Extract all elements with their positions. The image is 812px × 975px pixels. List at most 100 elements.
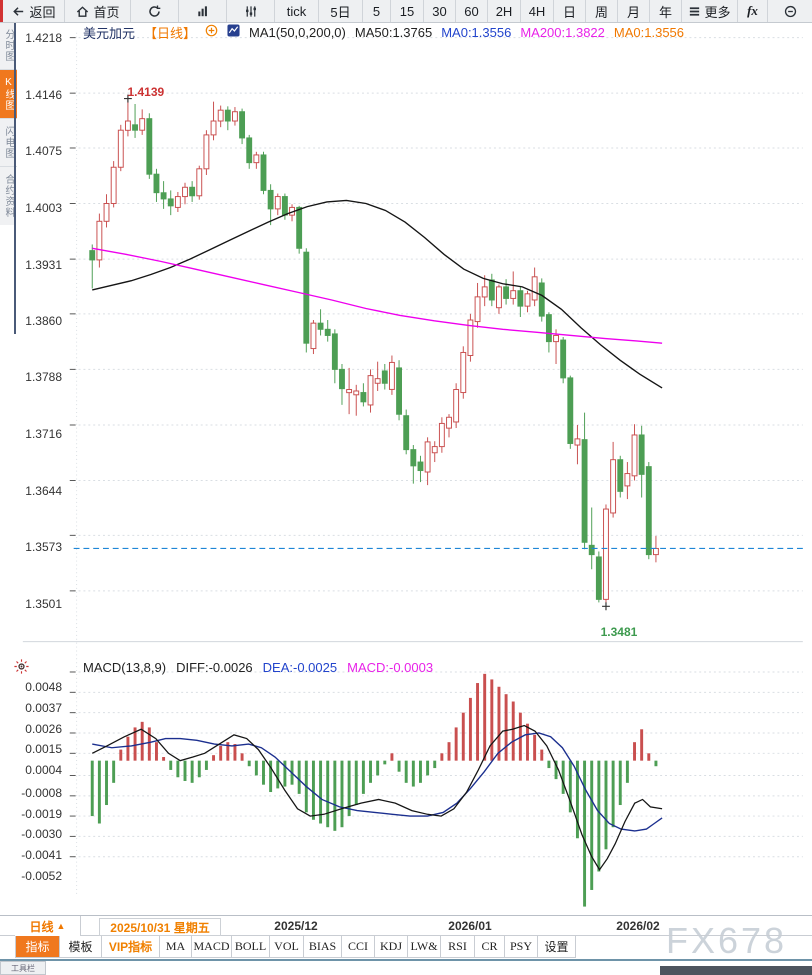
refresh-button[interactable] (131, 0, 179, 22)
back-icon (11, 4, 26, 19)
back-button[interactable]: 返回 (3, 0, 65, 22)
add-indicator-icon[interactable] (205, 24, 218, 40)
indicator-ma[interactable]: MA (160, 936, 192, 958)
macd-axis-label: -0.0008 (21, 785, 62, 800)
price-axis-label: 1.3931 (25, 257, 62, 272)
tab-indicators[interactable]: 指标 (15, 936, 60, 958)
period-5m-button[interactable]: 5 (363, 0, 391, 22)
indicator-settings-button[interactable] (227, 0, 275, 22)
home-button[interactable]: 首页 (65, 0, 131, 22)
bottom-divider (0, 959, 812, 961)
macd-axis-label: -0.0041 (21, 848, 62, 863)
chart-type-button[interactable] (179, 0, 227, 22)
indicator-vol[interactable]: VOL (270, 936, 304, 958)
tab-templates[interactable]: 模板 (60, 936, 102, 958)
low-annotation: 1.3481 (600, 624, 638, 639)
period-tag: 【日线】 (144, 25, 197, 41)
period-60m-button[interactable]: 60 (456, 0, 488, 22)
tab-vip-indicators[interactable]: VIP指标 (102, 936, 160, 958)
period-month-button[interactable]: 月 (618, 0, 650, 22)
macd-histogram (90, 673, 658, 907)
tick-label: tick (286, 3, 307, 19)
sidebar-item-contract-info[interactable]: 合约资料 (3, 174, 14, 218)
macd-value: MACD:-0.0003 (347, 660, 434, 675)
price-axis-label: 1.4075 (25, 143, 62, 158)
macd-header: MACD(13,8,9) DIFF:-0.0026 DEA:-0.0025 MA… (83, 660, 433, 675)
period-day-button[interactable]: 日 (554, 0, 586, 22)
dropdown-up-icon: ▲ (56, 921, 66, 931)
indicator-boll[interactable]: BOLL (232, 936, 270, 958)
more-label: 更多 (704, 4, 731, 20)
price-gridlines (69, 37, 803, 592)
period-tick-button[interactable]: tick (275, 0, 319, 22)
ma0-value-blue: MA0:1.3556 (441, 24, 512, 40)
price-axis-label: 1.3644 (25, 484, 62, 499)
macd-axis-label: -0.0052 (21, 869, 62, 884)
period-5d-button[interactable]: 5日 (319, 0, 363, 22)
macd-axis-label: -0.0030 (21, 827, 62, 842)
refresh-icon (147, 4, 162, 19)
macd-axis-label: 0.0004 (25, 763, 62, 778)
ma0-value-orange: MA0:1.3556 (613, 24, 685, 40)
price-axis-label: 1.3860 (25, 313, 62, 328)
indicator-bias[interactable]: BIAS (304, 936, 342, 958)
indicator-kdj[interactable]: KDJ (375, 936, 408, 958)
macd-axis-label: -0.0019 (21, 806, 62, 821)
fx-button[interactable]: fx (738, 0, 768, 22)
time-axis-row: 日线 ▲ 2025/10/31 星期五 2025/12 2026/01 2026… (0, 915, 812, 936)
price-axis-label: 1.3501 (25, 596, 62, 611)
candlestick-series[interactable] (89, 98, 659, 607)
sidebar-item-time-chart[interactable]: 分时图 (0, 22, 17, 70)
period-30m-button[interactable]: 30 (424, 0, 456, 22)
ma200-line (92, 247, 663, 344)
sidebar-divider (14, 22, 16, 334)
settings-button[interactable]: 设置 (538, 936, 576, 958)
period-dropdown-label: 日线 (29, 919, 54, 934)
ma200-value: MA200:1.3822 (520, 24, 605, 40)
macd-axis-label: 0.0015 (25, 742, 62, 757)
zoom-out-button[interactable] (768, 0, 812, 22)
indicator-psy[interactable]: PSY (505, 936, 538, 958)
ma-settings-label: MA1(50,0,200,0) (249, 24, 346, 40)
price-chart-header: 美元加元 【日线】 MA1(50,0,200,0) MA50:1.3765 MA… (83, 24, 685, 41)
macd-gridlines (69, 671, 803, 858)
current-date-box[interactable]: 2025/10/31 星期五 (99, 918, 221, 936)
fx678-watermark: FX678 (666, 920, 788, 961)
indicator-lw[interactable]: LW& (408, 936, 441, 958)
period-dropdown[interactable]: 日线 ▲ (15, 916, 81, 936)
indicator-cr[interactable]: CR (475, 936, 505, 958)
toolbox-tab[interactable]: 工具栏 (0, 961, 46, 975)
chart-type-sidebar: 分时图 K线图 闪电图 合约资料 (0, 22, 17, 225)
sliders-icon (243, 4, 259, 19)
top-toolbar: 返回 首页 tick 5日 5 15 30 60 2H 4H 日 周 月 年 更… (0, 0, 812, 23)
toolbar-accent-strip (0, 0, 3, 22)
macd-axis-label: 0.0026 (25, 721, 62, 736)
period-year-button[interactable]: 年 (650, 0, 682, 22)
diff-value: DIFF:-0.0026 (176, 660, 253, 675)
horizontal-scrollbar[interactable] (660, 966, 812, 975)
period-2h-button[interactable]: 2H (488, 0, 521, 22)
kline-toggle-icon[interactable] (227, 24, 240, 40)
chart-canvas[interactable] (0, 22, 812, 975)
price-axis-label: 1.4003 (25, 200, 62, 215)
high-annotation: 1.4139 (127, 85, 165, 100)
indicator-macd[interactable]: MACD (192, 936, 232, 958)
indicator-cci[interactable]: CCI (342, 936, 375, 958)
macd-axis-label: 0.0037 (25, 700, 62, 715)
period-week-button[interactable]: 周 (586, 0, 618, 22)
home-icon (75, 4, 90, 19)
dea-line (92, 732, 663, 832)
sidebar-item-kline-chart[interactable]: K线图 (0, 70, 17, 119)
period-4h-button[interactable]: 4H (521, 0, 554, 22)
more-icon (688, 5, 701, 18)
period-15m-button[interactable]: 15 (391, 0, 424, 22)
high-marker (124, 94, 132, 103)
more-button[interactable]: 更多 (682, 0, 738, 22)
home-label: 首页 (93, 4, 120, 20)
sidebar-item-lightning-chart[interactable]: 闪电图 (0, 119, 17, 167)
indicator-rsi[interactable]: RSI (441, 936, 475, 958)
macd-params-label: MACD(13,8,9) (83, 660, 167, 675)
bar-chart-icon (195, 4, 211, 19)
macd-settings-icon[interactable] (13, 658, 30, 680)
ma50-line (92, 199, 663, 389)
